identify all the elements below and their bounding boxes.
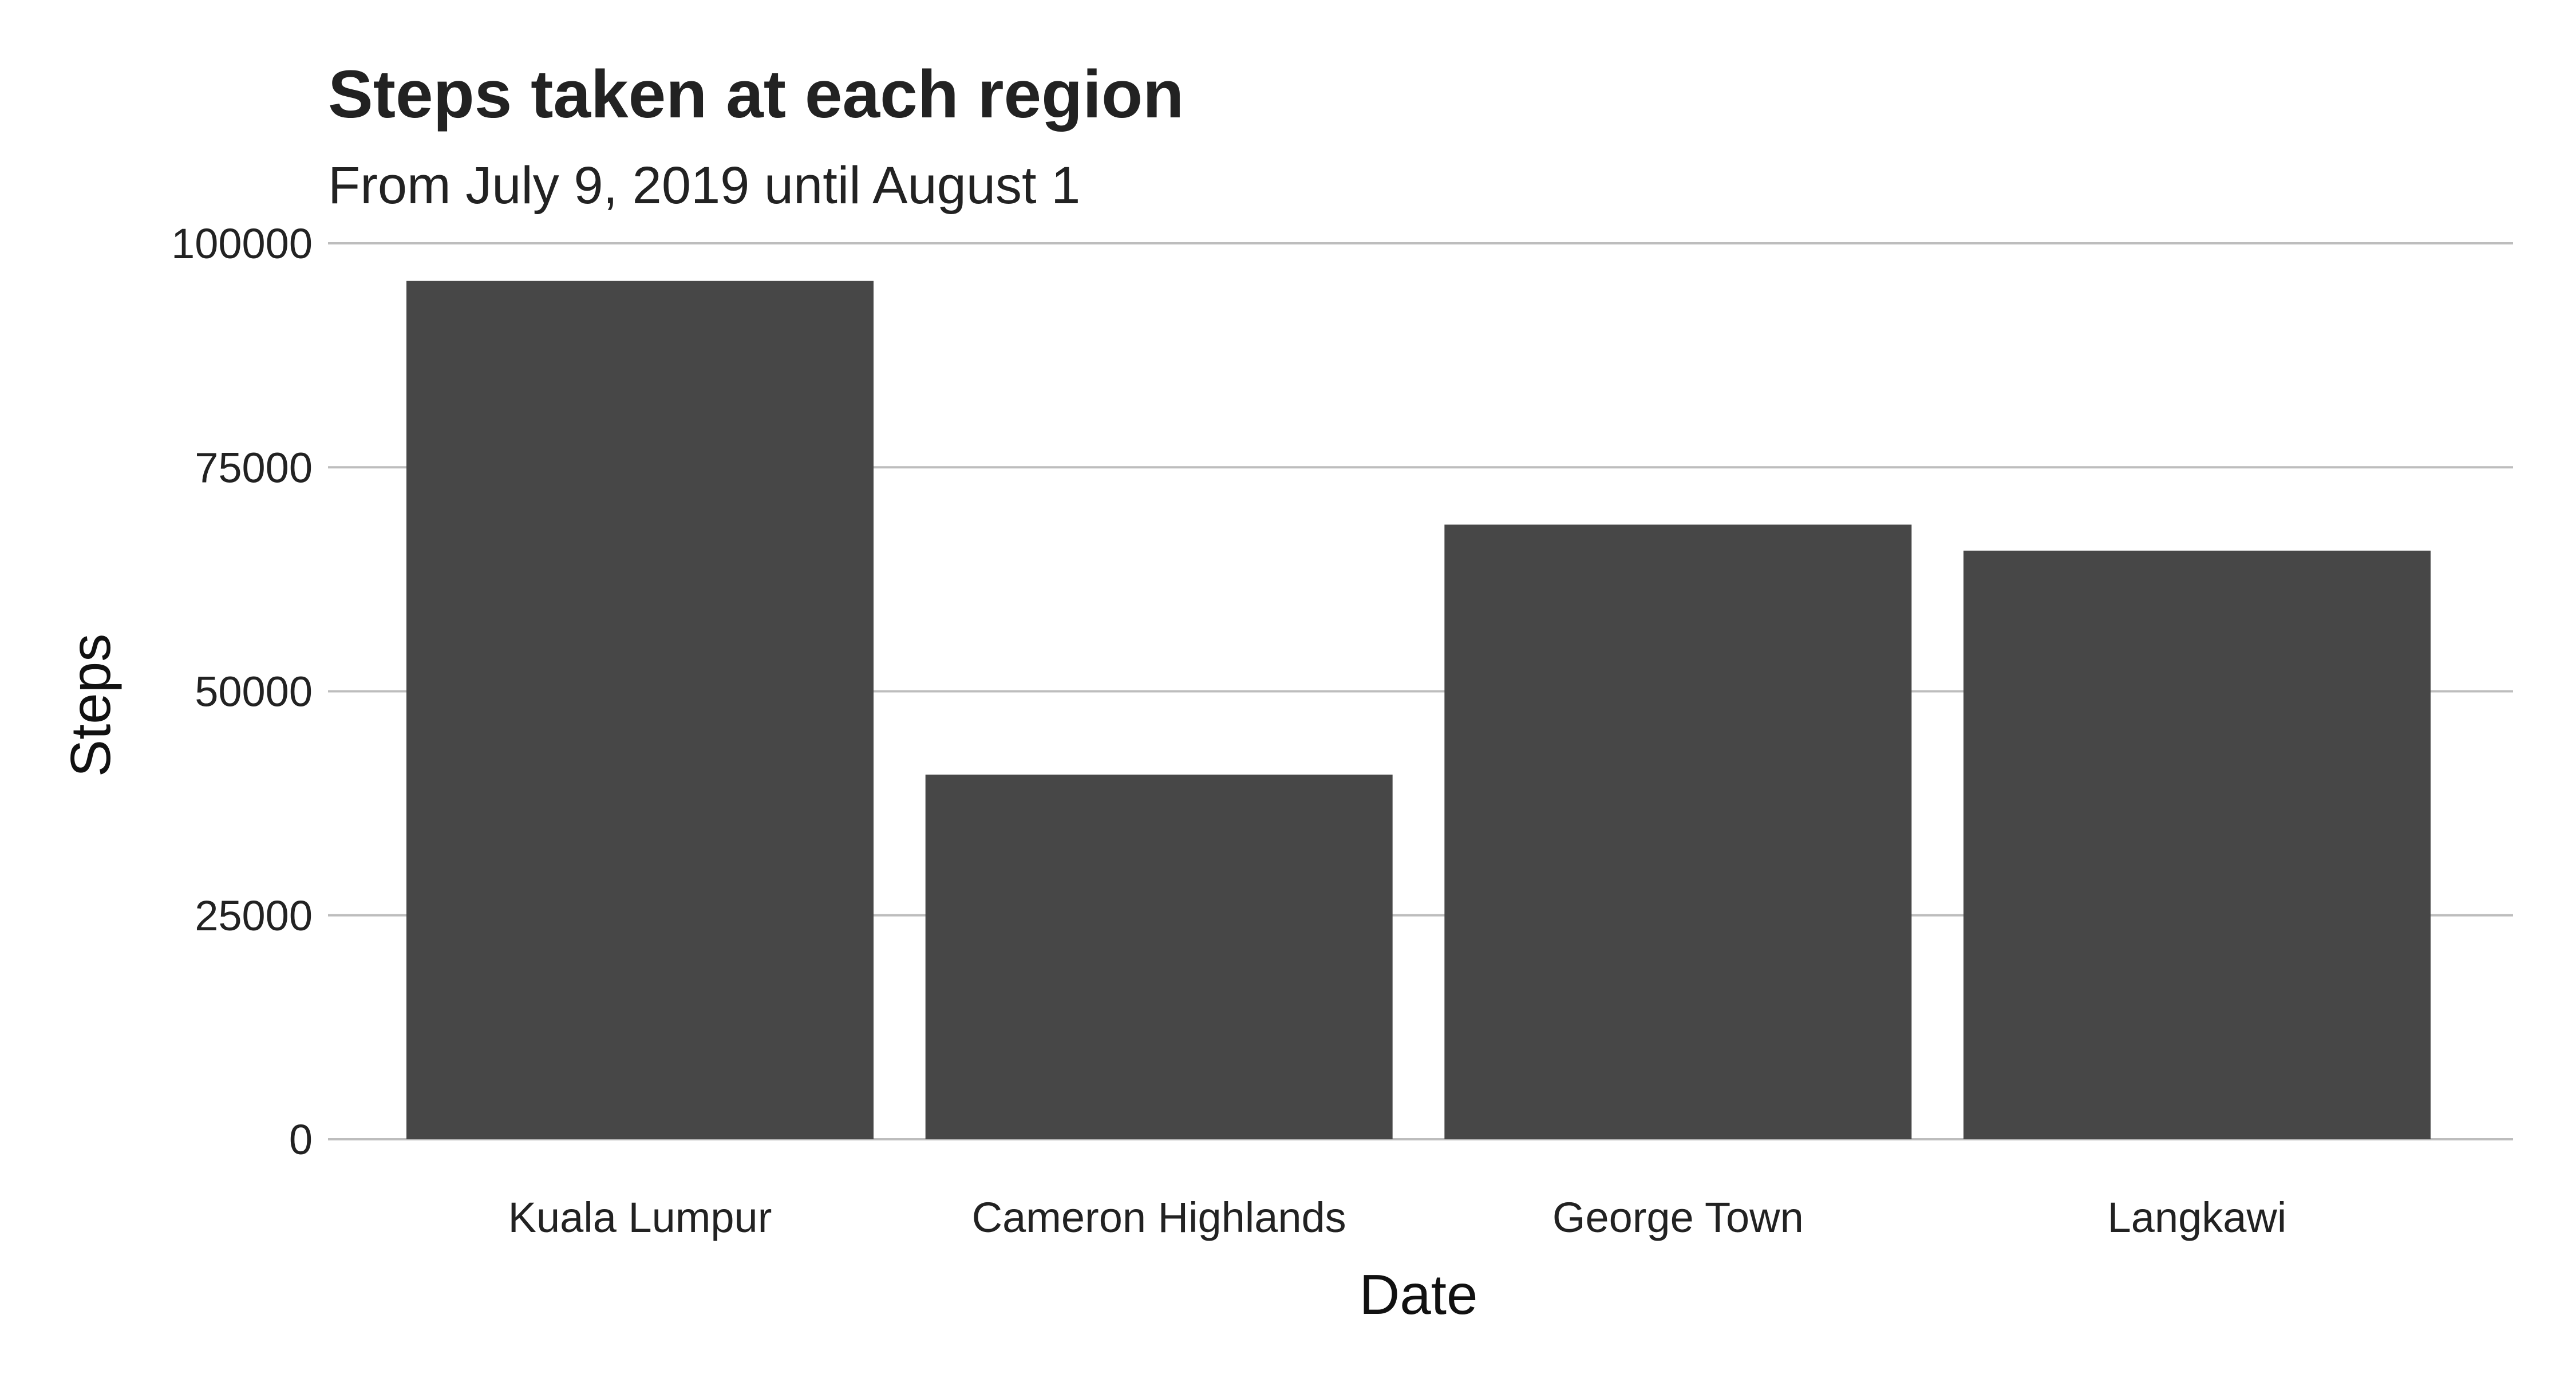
y-tick-label: 100000: [171, 220, 313, 267]
bar-langkawi: [1963, 550, 2431, 1140]
y-tick-label: 25000: [195, 892, 313, 939]
chart-title: Steps taken at each region: [328, 57, 1184, 132]
x-axis-ticks: Kuala Lumpur Cameron Highlands George Town…: [508, 1194, 2287, 1241]
y-tick-label: 75000: [195, 444, 313, 491]
x-tick-label: George Town: [1552, 1194, 1804, 1241]
bar-cameron-highlands: [925, 775, 1393, 1139]
y-tick-label: 0: [289, 1116, 313, 1163]
y-axis-title: Steps: [59, 634, 122, 777]
y-tick-label: 50000: [195, 668, 313, 716]
x-tick-label: Cameron Highlands: [972, 1194, 1346, 1241]
chart-subtitle: From July 9, 2019 until August 1: [328, 156, 1080, 215]
bar-george-town: [1444, 524, 1912, 1140]
y-axis-ticks: 0 25000 50000 75000 100000: [171, 220, 313, 1163]
x-axis-title: Date: [1359, 1263, 1477, 1326]
x-tick-label: Kuala Lumpur: [508, 1194, 772, 1241]
x-tick-label: Langkawi: [2108, 1194, 2287, 1241]
bars: [406, 281, 2431, 1140]
bar-kuala-lumpur: [406, 281, 874, 1140]
